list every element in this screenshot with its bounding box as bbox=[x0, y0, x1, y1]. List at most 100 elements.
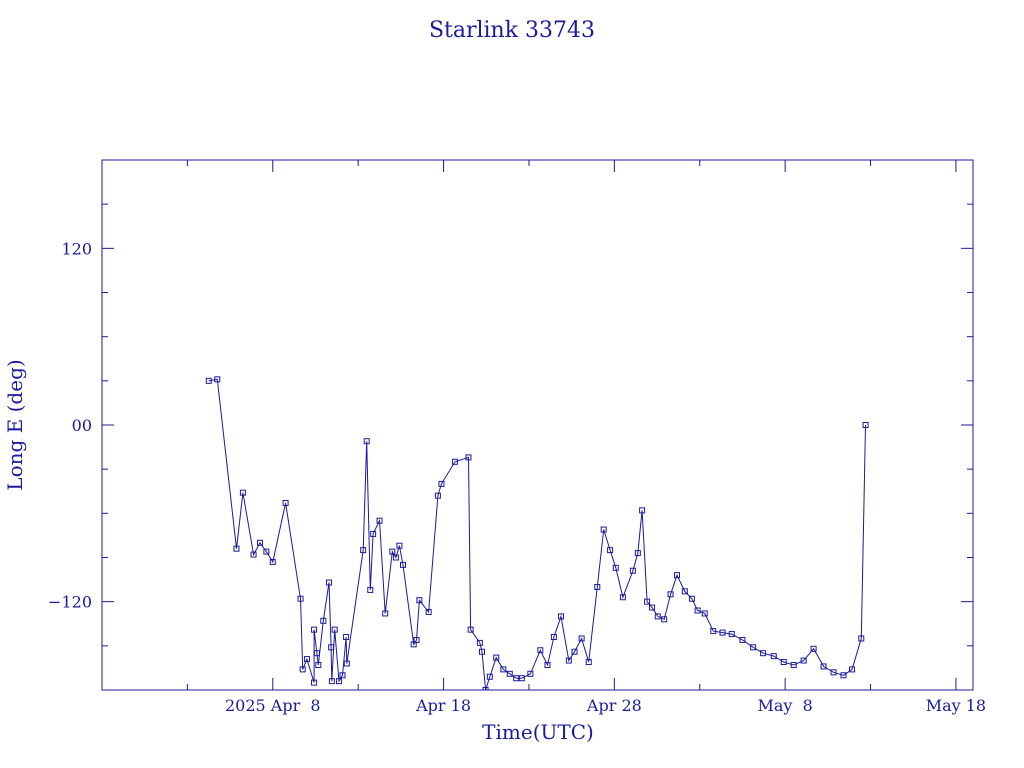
x-tick-label: 2025 Apr 8 bbox=[225, 696, 321, 715]
data-point-marker bbox=[578, 635, 585, 642]
data-point-marker bbox=[585, 659, 592, 666]
data-point-marker bbox=[557, 613, 564, 620]
data-point-marker bbox=[438, 480, 445, 487]
data-point-marker bbox=[376, 517, 383, 524]
data-point-marker bbox=[500, 666, 507, 673]
data-point-marker bbox=[849, 666, 856, 673]
data-point-marker bbox=[760, 650, 767, 657]
data-point-marker bbox=[527, 670, 534, 677]
data-point-marker bbox=[673, 572, 680, 579]
data-point-marker bbox=[214, 376, 221, 383]
data-point-marker bbox=[299, 666, 306, 673]
data-point-marker bbox=[667, 591, 674, 598]
y-tick-label: −120 bbox=[48, 593, 92, 612]
data-point-marker bbox=[250, 551, 257, 558]
data-point-marker bbox=[328, 678, 335, 685]
data-point-marker bbox=[256, 539, 263, 546]
data-point-marker bbox=[571, 648, 578, 655]
x-tick-label: Apr 18 bbox=[415, 696, 471, 715]
data-point-marker bbox=[770, 653, 777, 660]
data-point-marker bbox=[297, 595, 304, 602]
data-point-marker bbox=[513, 675, 520, 682]
data-point-marker bbox=[634, 550, 641, 557]
data-point-marker bbox=[331, 626, 338, 633]
data-point-marker bbox=[370, 530, 377, 537]
data-point-marker bbox=[820, 663, 827, 670]
data-point-marker bbox=[360, 547, 367, 554]
data-point-marker bbox=[476, 639, 483, 646]
data-point-marker bbox=[478, 648, 485, 655]
y-tick-label: 120 bbox=[61, 239, 92, 258]
plot-frame bbox=[101, 159, 974, 691]
x-tick-labels: 2025 Apr 8 Apr 18 Apr 28 May 8 May 18 bbox=[225, 696, 986, 715]
data-point-marker bbox=[335, 678, 342, 685]
data-point-marker bbox=[451, 458, 458, 465]
data-point-marker bbox=[649, 604, 656, 611]
x-tick-label: May 8 bbox=[757, 696, 812, 715]
data-point-marker bbox=[311, 626, 318, 633]
data-point-marker bbox=[654, 613, 661, 620]
data-point-marker bbox=[205, 377, 212, 384]
data-point-marker bbox=[239, 489, 246, 496]
data-point-marker bbox=[639, 507, 646, 514]
data-point-marker bbox=[810, 645, 817, 652]
data-point-marker bbox=[830, 669, 837, 676]
data-point-marker bbox=[629, 567, 636, 574]
data-point-marker bbox=[311, 679, 318, 686]
y-axis-label: Long E (deg) bbox=[3, 359, 27, 490]
data-point-marker bbox=[425, 608, 432, 615]
data-point-marker bbox=[612, 564, 619, 571]
chart-title: Starlink 33743 bbox=[429, 18, 595, 43]
data-point-marker bbox=[315, 661, 322, 668]
data-point-marker bbox=[320, 617, 327, 624]
data-point-marker bbox=[739, 636, 746, 643]
data-point-marker bbox=[518, 675, 525, 682]
x-tick-label: Apr 28 bbox=[586, 696, 642, 715]
data-point-marker bbox=[282, 500, 289, 507]
data-point-marker bbox=[688, 595, 695, 602]
series-trajectory bbox=[205, 376, 869, 690]
series-line bbox=[208, 378, 866, 690]
data-point-marker bbox=[681, 588, 688, 595]
data-point-marker bbox=[363, 438, 370, 445]
data-point-marker bbox=[467, 626, 474, 633]
data-point-marker bbox=[400, 561, 407, 568]
data-point-marker bbox=[233, 545, 240, 552]
data-point-marker bbox=[382, 610, 389, 617]
data-point-marker bbox=[550, 634, 557, 640]
axis-ticks bbox=[102, 160, 973, 690]
data-point-marker bbox=[465, 454, 472, 461]
y-tick-label: 00 bbox=[72, 416, 92, 435]
data-point-marker bbox=[790, 661, 797, 668]
x-axis-label: Time(UTC) bbox=[482, 720, 594, 744]
data-point-marker bbox=[862, 422, 869, 428]
data-point-marker bbox=[661, 616, 668, 623]
data-point-marker bbox=[367, 586, 374, 593]
data-point-marker bbox=[565, 657, 572, 664]
data-point-marker bbox=[482, 687, 489, 690]
data-point-marker bbox=[343, 634, 350, 640]
data-point-marker bbox=[694, 607, 701, 614]
data-point-marker bbox=[326, 579, 333, 586]
data-point-marker bbox=[396, 542, 403, 549]
data-point-marker bbox=[263, 548, 270, 555]
data-point-marker bbox=[600, 526, 607, 533]
data-point-marker bbox=[413, 636, 420, 643]
data-point-marker bbox=[607, 547, 614, 554]
data-point-marker bbox=[493, 654, 500, 661]
data-point-marker bbox=[594, 583, 601, 590]
data-point-marker bbox=[343, 660, 350, 667]
data-point-marker bbox=[644, 598, 651, 605]
data-point-marker bbox=[800, 657, 807, 664]
data-point-marker bbox=[619, 594, 626, 601]
data-point-marker bbox=[701, 610, 708, 617]
data-point-marker bbox=[416, 597, 423, 604]
data-point-marker bbox=[389, 548, 396, 555]
data-point-marker bbox=[719, 629, 726, 636]
y-tick-labels: −120 00 120 bbox=[48, 239, 92, 611]
data-point-marker bbox=[858, 635, 865, 642]
plot-area-border bbox=[101, 159, 974, 691]
data-point-marker bbox=[303, 656, 310, 663]
data-point-marker bbox=[313, 650, 320, 657]
